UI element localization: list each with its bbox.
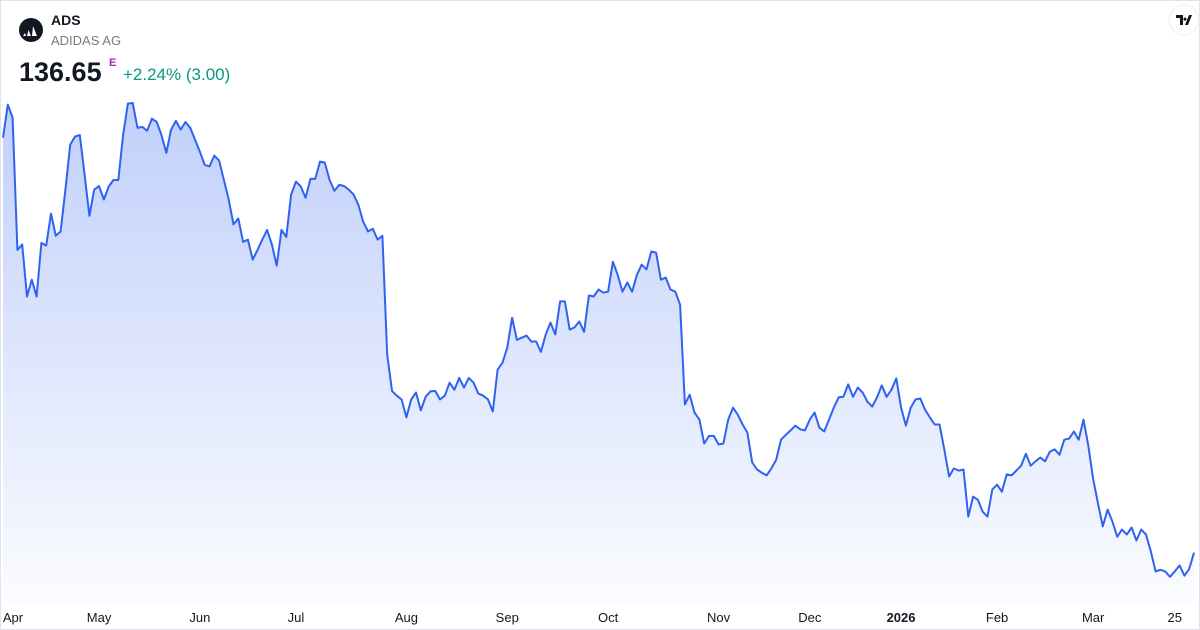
x-tick-label: Oct [598, 610, 619, 625]
x-tick-label: Jul [288, 610, 305, 625]
symbol: ADS [51, 12, 81, 28]
area-fill [3, 103, 1194, 605]
price-marker: E [109, 57, 116, 69]
plot-area [2, 102, 1195, 605]
x-tick-label: Jun [189, 610, 210, 625]
x-tick-label: May [87, 610, 112, 625]
x-tick-label: Apr [3, 610, 24, 625]
company-name: ADIDAS AG [51, 33, 121, 48]
price: 136.65 [19, 57, 102, 87]
logo [19, 18, 43, 42]
tv-logo [1168, 4, 1200, 36]
x-tick-label: Nov [707, 610, 731, 625]
x-tick-label: 2026 [887, 610, 916, 625]
x-tick-label: Mar [1082, 610, 1105, 625]
logo-stripes [23, 26, 37, 36]
x-tick-label: 25 [1168, 610, 1182, 625]
x-tick-label: Sep [496, 610, 519, 625]
x-tick-label: Aug [395, 610, 418, 625]
x-tick-label: Dec [798, 610, 822, 625]
price-change: +2.24% (3.00) [123, 65, 230, 84]
x-tick-label: Feb [986, 610, 1008, 625]
price-line [2, 102, 1195, 578]
